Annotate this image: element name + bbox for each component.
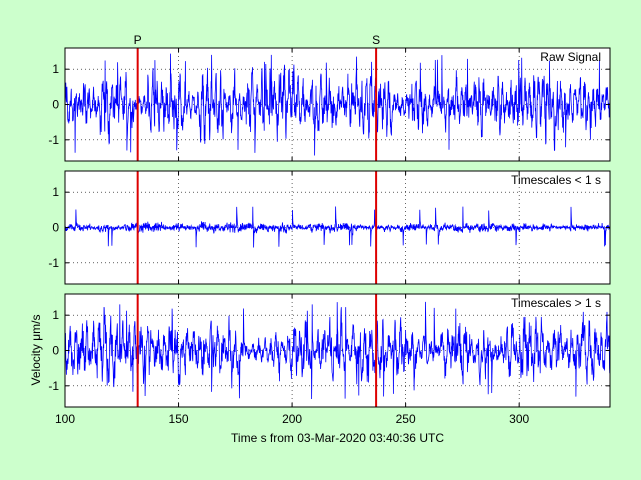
panel-title: Timescales < 1 s [511, 173, 601, 187]
panel-title: Raw Signal [540, 50, 601, 64]
panel-2 [64, 170, 611, 285]
y-tick-label: 1 [52, 185, 59, 199]
panel-3 [64, 293, 611, 408]
y-tick-label: 1 [52, 62, 59, 76]
panel-1 [64, 47, 611, 162]
y-tick-label: -1 [48, 133, 59, 147]
y-tick-label: 0 [52, 98, 59, 112]
x-tick-label: 300 [509, 412, 529, 426]
y-tick-label: 0 [52, 344, 59, 358]
phase-label: S [372, 33, 380, 47]
signal-trace [64, 301, 611, 400]
x-tick-label: 100 [55, 412, 75, 426]
y-tick-label: -1 [48, 256, 59, 270]
y-tick-label: 0 [52, 221, 59, 235]
signal-trace [64, 53, 611, 156]
panel-title: Timescales > 1 s [511, 296, 601, 310]
y-tick-label: 1 [52, 308, 59, 322]
x-tick-label: 250 [396, 412, 416, 426]
phase-label: P [134, 33, 142, 47]
signal-trace [64, 206, 611, 248]
x-tick-label: 200 [282, 412, 302, 426]
y-tick-label: -1 [48, 379, 59, 393]
x-axis-label: Time s from 03-Mar-2020 03:40:36 UTC [231, 431, 444, 445]
x-tick-label: 150 [169, 412, 189, 426]
y-axis-label: Velocity μm/s [29, 315, 43, 386]
